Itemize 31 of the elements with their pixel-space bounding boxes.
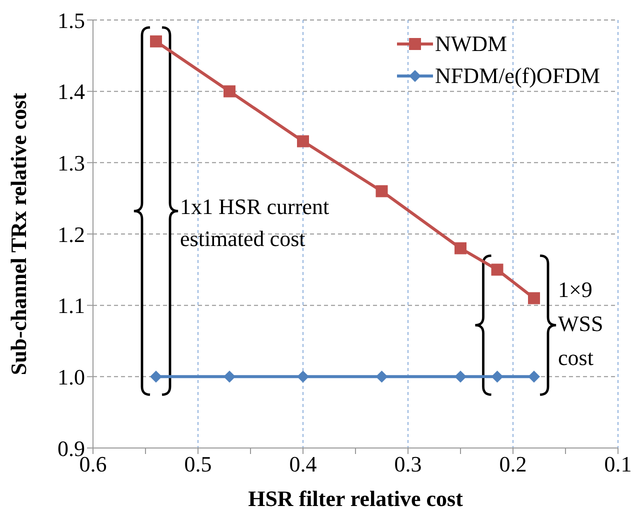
point — [150, 370, 162, 383]
x-tick-label: 0.3 — [394, 452, 422, 477]
annotation: 1x1 HSR current estimated cost — [180, 193, 330, 254]
point — [297, 135, 309, 148]
y-tick-label: 1.0 — [58, 364, 85, 390]
x-tick-label: 0.1 — [604, 452, 632, 477]
point — [150, 35, 162, 48]
y-tick-label: 1.1 — [58, 293, 85, 318]
y-tick-label: 1.5 — [58, 8, 85, 33]
annotation: 1×9 WSS cost — [558, 276, 604, 372]
x-tick-label: 0.5 — [184, 452, 212, 477]
point — [454, 242, 466, 254]
point — [454, 370, 466, 383]
point — [224, 370, 236, 383]
y-axis-title: Sub-channel TRx relative cost — [6, 92, 31, 376]
legend-label: NFDM/e(f)OFDM — [435, 62, 600, 90]
point — [528, 370, 540, 383]
x-tick-label: 0.2 — [499, 452, 527, 477]
point — [528, 292, 540, 304]
y-tick-label: 1.4 — [58, 79, 85, 104]
point — [297, 370, 309, 383]
x-tick-label: 0.4 — [289, 452, 317, 477]
legend-label: NWDM — [435, 30, 508, 58]
point — [491, 264, 504, 276]
y-tick-label: 1.2 — [58, 222, 85, 247]
point — [376, 370, 388, 383]
point — [224, 85, 236, 98]
point — [491, 370, 504, 383]
y-tick-label: 1.3 — [58, 150, 85, 176]
point — [376, 185, 388, 198]
x-axis-title: HSR filter relative cost — [248, 486, 464, 511]
